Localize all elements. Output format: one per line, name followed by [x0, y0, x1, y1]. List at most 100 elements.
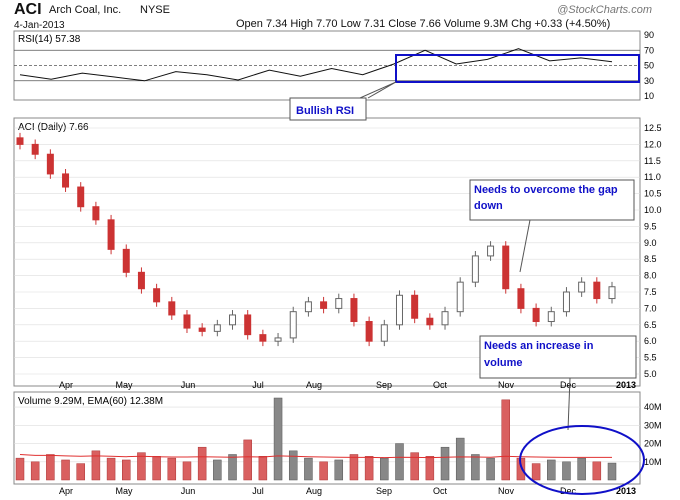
rsi-panel: RSI(14) 57.38 90 70 50 30 10: [13, 30, 654, 101]
month-label-price: Sep: [376, 380, 392, 390]
price-candle: [92, 206, 100, 221]
annotation-bullish-rsi: Bullish RSI: [296, 105, 354, 117]
volume-tick-label: 30M: [644, 420, 662, 430]
ticker-symbol: ACI: [14, 1, 42, 18]
price-tick-label: 8.5: [644, 254, 657, 264]
month-label-volume: Apr: [59, 486, 73, 496]
price-candle: [471, 255, 479, 283]
price-candle: [335, 298, 343, 309]
price-tick-label: 11.0: [644, 172, 661, 182]
price-candle: [274, 337, 282, 342]
rsi-tick-label: 50: [644, 61, 654, 71]
price-tick-label: 12.0: [644, 139, 662, 149]
price-candle: [380, 324, 388, 342]
price-candle: [532, 307, 540, 323]
price-candle: [259, 334, 267, 342]
month-label-volume: Oct: [433, 486, 448, 496]
price-candle: [578, 281, 586, 293]
price-tick-label: 5.0: [644, 369, 657, 379]
volume-title: Volume 9.29M, EMA(60) 12.38M: [18, 396, 163, 407]
month-label-volume: May: [115, 486, 133, 496]
price-candle: [198, 327, 206, 332]
volume-bar: [197, 446, 207, 481]
volume-panel: Volume 9.29M, EMA(60) 12.38M 10M 20M 30M 40…: [13, 391, 662, 485]
price-candle: [365, 321, 373, 342]
volume-ema-line: [19, 454, 612, 459]
volume-bar: [319, 461, 328, 481]
price-candle: [547, 311, 555, 323]
volume-bar: [122, 459, 131, 481]
price-candle: [153, 288, 161, 303]
volume-bar: [592, 461, 602, 481]
volume-bar: [486, 457, 495, 481]
month-label-price: 2013: [616, 380, 636, 390]
price-candle: [229, 314, 237, 326]
price-candle: [517, 288, 525, 309]
volume-bar: [577, 457, 586, 481]
month-label-volume: Dec: [560, 486, 577, 496]
month-label-volume: Nov: [498, 486, 515, 496]
price-candle: [304, 301, 312, 313]
month-label-price: May: [115, 380, 133, 390]
price-candle: [608, 286, 616, 300]
volume-tick-label: 10M: [644, 457, 662, 467]
volume-bar: [106, 457, 116, 481]
month-label-price: Aug: [306, 380, 322, 390]
price-candle: [46, 153, 54, 175]
price-candle: [244, 314, 252, 336]
volume-bar: [425, 456, 435, 481]
month-label-price: Apr: [59, 380, 73, 390]
price-candle: [183, 314, 191, 329]
exchange-name: NYSE: [140, 4, 170, 16]
price-tick-label: 5.5: [644, 353, 657, 363]
volume-bar: [76, 463, 85, 481]
annotation-gap-down: Needs to overcome the gap down: [474, 184, 618, 212]
volume-bar: [304, 457, 313, 481]
volume-bar: [30, 461, 40, 481]
price-candle: [31, 143, 39, 155]
price-candle: [320, 301, 328, 309]
volume-bar: [258, 456, 268, 481]
price-tick-label: 6.0: [644, 336, 657, 346]
volume-highlight-ellipse: [519, 425, 645, 495]
price-title: ACI (Daily) 7.66: [18, 122, 89, 133]
month-label-volume: Sep: [376, 486, 392, 496]
rsi-tick-label: 70: [644, 45, 654, 55]
volume-bar: [334, 459, 344, 481]
rsi-title: RSI(14) 57.38: [18, 34, 81, 45]
volume-bar: [607, 462, 617, 481]
price-candle: [441, 311, 449, 326]
price-candle: [395, 294, 403, 326]
price-tick-label: 7.5: [644, 287, 657, 297]
volume-bar: [547, 459, 556, 481]
month-label-price: Oct: [433, 380, 448, 390]
rsi-tick-label: 10: [644, 91, 654, 101]
bullish-rsi-box: [395, 54, 640, 83]
volume-bar: [228, 454, 237, 481]
price-candle: [16, 137, 24, 145]
month-label-price: Nov: [498, 380, 515, 390]
rsi-tick-label: 90: [644, 30, 654, 40]
price-candle: [350, 298, 358, 323]
volume-bar: [243, 439, 252, 481]
month-label-volume: Jul: [252, 486, 264, 496]
month-label-volume: Jun: [181, 486, 196, 496]
price-tick-label: 9.5: [644, 221, 657, 231]
volume-bar: [410, 452, 419, 481]
company-name: Arch Coal, Inc.: [49, 4, 122, 16]
volume-bar: [213, 459, 222, 481]
volume-bar: [288, 450, 298, 481]
month-label-volume: 2013: [616, 486, 636, 496]
rsi-tick-label: 30: [644, 76, 654, 86]
price-candle: [456, 281, 464, 313]
price-candle: [107, 219, 115, 250]
volume-bar: [395, 443, 404, 481]
price-tick-label: 12.5: [644, 123, 662, 133]
volume-bar: [273, 397, 283, 481]
quote-line: Open 7.34 High 7.70 Low 7.31 Close 7.66 …: [236, 18, 611, 30]
price-candle: [77, 186, 85, 208]
volume-bar: [364, 456, 374, 481]
price-candle: [593, 281, 601, 300]
price-tick-label: 11.5: [644, 156, 661, 166]
